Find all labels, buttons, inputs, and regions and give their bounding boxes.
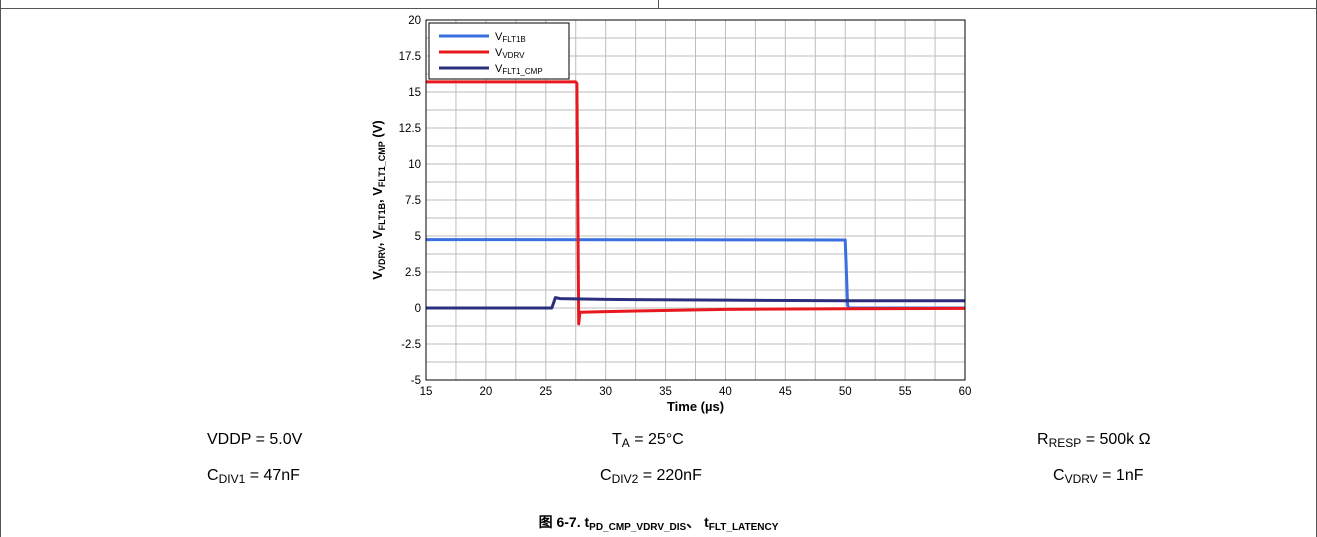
y-axis-label: VVDRV, VFLT1B, VFLT1_CMP (V)	[370, 120, 387, 279]
y-axis-label-sep: ,	[370, 239, 385, 246]
y-axis-label-sub: FLT1B	[377, 202, 387, 230]
legend-entry-sub: VDRV	[502, 51, 525, 60]
caption-sub2: FLT_LATENCY	[708, 522, 779, 533]
x-tick-label: 25	[539, 386, 552, 398]
condition-cdiv1-base: C	[207, 467, 219, 484]
y-axis-label-sub: VDRV	[377, 246, 387, 271]
series-line-vdrv	[426, 80, 966, 326]
y-tick-label: 15	[408, 87, 421, 99]
condition-cdiv2-post: = 220nF	[638, 467, 702, 484]
x-axis-label-main: Time (	[667, 399, 706, 414]
caption-sub1: PD_CMP_VDRV_DIS	[589, 522, 687, 533]
condition-rresp-post: = 500k Ω	[1081, 431, 1151, 448]
condition-ta-base: T	[612, 431, 622, 448]
caption-mid: 、 t	[686, 514, 709, 530]
x-tick-label: 50	[839, 386, 852, 398]
y-tick-label: 20	[408, 15, 421, 27]
series-line-flt1-cmp	[426, 296, 965, 310]
condition-vddp: VDDP = 5.0V	[207, 431, 302, 449]
y-tick-label: -2.5	[401, 339, 421, 351]
x-tick-label: 35	[659, 386, 672, 398]
condition-cdiv2: CDIV2 = 220nF	[600, 467, 702, 486]
condition-cvdrv: CVDRV = 1nF	[1053, 467, 1144, 486]
legend-entry-label: VVDRV	[495, 47, 525, 60]
x-tick-label: 40	[719, 386, 732, 398]
x-tick-label: 20	[479, 386, 492, 398]
y-tick-label: 0	[415, 303, 421, 315]
condition-vddp-text: VDDP = 5.0V	[207, 431, 303, 448]
y-axis-label-sub: FLT1_CMP	[377, 141, 387, 187]
x-axis-label-rest: s)	[713, 399, 725, 414]
caption-prefix: 图 6-7. t	[538, 514, 590, 530]
condition-ta: TA = 25°C	[612, 431, 684, 450]
y-tick-labels: 20 17.5 15 12.5 10 7.5 5 2.5 0 -2.5 -5	[399, 15, 421, 387]
legend-entry-sub: FLT1_CMP	[502, 67, 542, 76]
condition-cdiv1-post: = 47nF	[245, 467, 300, 484]
y-axis-label-base: V	[370, 230, 385, 239]
condition-cvdrv-post: = 1nF	[1097, 467, 1144, 484]
condition-rresp: RRESP = 500k Ω	[1037, 431, 1151, 450]
x-tick-label: 30	[599, 386, 612, 398]
x-tick-label: 60	[959, 386, 972, 398]
condition-rresp-base: R	[1037, 431, 1049, 448]
legend-entry-base: V	[495, 63, 503, 75]
condition-cdiv1: CDIV1 = 47nF	[207, 467, 300, 486]
y-tick-label: 17.5	[399, 51, 421, 63]
x-tick-label: 15	[420, 386, 433, 398]
condition-cdiv1-sub: DIV1	[218, 472, 246, 486]
legend-entry-base: V	[495, 47, 503, 59]
condition-ta-sub: A	[621, 436, 630, 450]
y-tick-label: 2.5	[405, 267, 421, 279]
legend-entry-sub: FLT1B	[502, 35, 525, 44]
x-tick-label: 55	[899, 386, 912, 398]
legend-entry-label: VFLT1B	[495, 31, 526, 44]
figure-caption: 图 6-7. tPD_CMP_VDRV_DIS、 tFLT_LATENCY	[0, 512, 1317, 533]
y-tick-label: 10	[408, 159, 421, 171]
x-tick-labels: 15 20 25 30 35 40 45 50 55 60	[420, 386, 972, 398]
condition-cdiv2-base: C	[600, 467, 612, 484]
y-axis-label-base: V	[370, 271, 385, 280]
condition-cdiv2-sub: DIV2	[611, 472, 639, 486]
y-tick-label: 12.5	[399, 123, 421, 135]
y-tick-label: 7.5	[405, 195, 421, 207]
y-axis-label-sep: (V)	[370, 120, 385, 141]
x-tick-label: 45	[779, 386, 792, 398]
condition-cvdrv-base: C	[1053, 467, 1065, 484]
legend-entry-label: VFLT1_CMP	[495, 63, 543, 76]
x-axis-label-mu: µ	[705, 399, 713, 414]
y-axis-label-sep: ,	[370, 196, 385, 203]
condition-cvdrv-sub: VDRV	[1064, 472, 1098, 486]
y-tick-label: 5	[415, 231, 421, 243]
plot-area-border	[425, 19, 966, 381]
y-tick-label: -5	[411, 375, 421, 387]
condition-ta-post: = 25°C	[629, 431, 684, 448]
series-lines	[425, 80, 966, 326]
legend-entry-base: V	[495, 31, 503, 43]
condition-rresp-sub: RESP	[1048, 436, 1082, 450]
y-axis-label-base: V	[370, 187, 385, 196]
x-axis-label: Time (µs)	[667, 399, 724, 414]
